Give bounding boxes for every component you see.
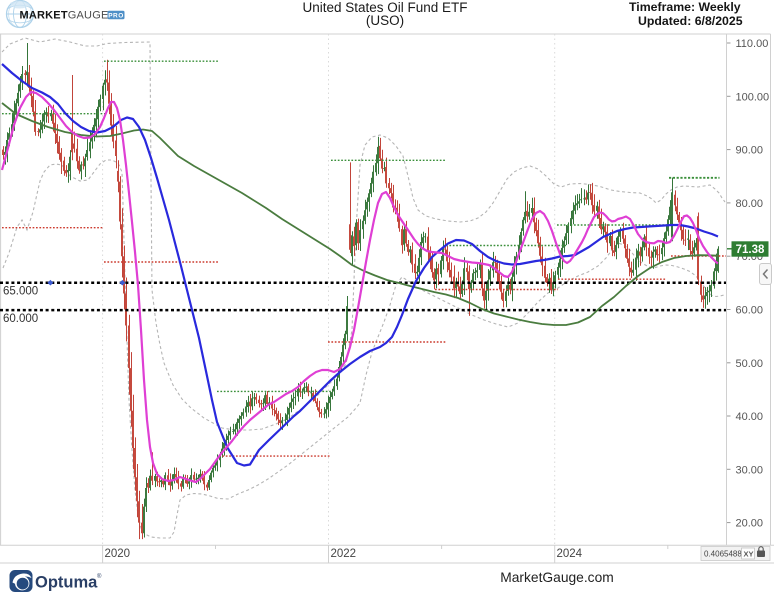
svg-text:30.00: 30.00: [736, 464, 764, 476]
svg-text:®: ®: [97, 573, 102, 580]
svg-text:71.38: 71.38: [736, 244, 765, 256]
svg-text:0.4065488: 0.4065488: [704, 550, 742, 559]
svg-text:110.00: 110.00: [736, 38, 769, 50]
svg-text:50.00: 50.00: [736, 358, 764, 370]
svg-text:60.000: 60.000: [3, 313, 38, 325]
svg-text:PRO: PRO: [108, 12, 124, 19]
svg-text:20.00: 20.00: [736, 518, 764, 530]
svg-text:80.00: 80.00: [736, 198, 764, 210]
svg-text:65.000: 65.000: [3, 286, 38, 298]
svg-text:Optuma: Optuma: [35, 574, 98, 592]
svg-text:60.00: 60.00: [736, 305, 764, 317]
svg-text:2020: 2020: [105, 548, 131, 560]
svg-text:MARKETGAUGE: MARKETGAUGE: [20, 9, 109, 21]
svg-text:2024: 2024: [557, 548, 583, 560]
svg-text:XY: XY: [744, 550, 754, 559]
svg-text:100.00: 100.00: [736, 91, 770, 103]
svg-text:40.00: 40.00: [736, 411, 764, 423]
svg-text:90.00: 90.00: [736, 145, 764, 157]
svg-text:2022: 2022: [331, 548, 357, 560]
